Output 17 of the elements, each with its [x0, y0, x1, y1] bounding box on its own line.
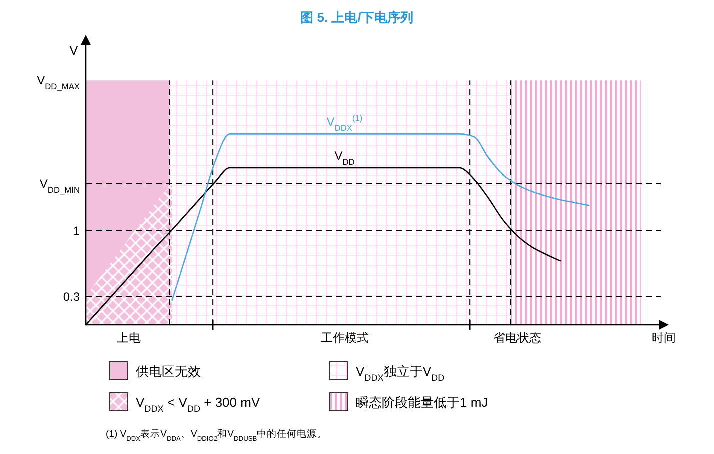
text: (1) V$_{DDX}$表示V$_{DDA}$、V$_{DDIO2}$和V$_{DDUSB}$中的任何电源。: [106, 429, 328, 442]
line-series: [172, 134, 590, 302]
x-tick-label: 省电状态: [493, 331, 542, 345]
y-tick-label: V$_{DD_MIN}$: [40, 177, 80, 195]
y-tick-label: 0.3: [63, 290, 80, 304]
text: 瞬态阶段能量低于1 mJ: [356, 395, 488, 410]
text: V$_{DDX}$独立于V$_{DD}$: [356, 364, 446, 383]
y-tick-label: 1: [73, 224, 80, 238]
series-label: V$_{DD}$: [334, 149, 355, 168]
x-tick-label: 工作模式: [320, 331, 369, 345]
x-axis-title: 时间: [652, 331, 676, 345]
legend-label: V$_{DDX}$ < V$_{DD}$ + 300 mV: [136, 395, 260, 414]
x-tick-label: 上电: [117, 331, 142, 345]
chart-title: 图 5. 上电/下电序列: [300, 10, 414, 25]
y-tick-label: V$_{DD_MAX}$: [37, 74, 80, 92]
text: 供电区无效: [136, 364, 201, 379]
y-axis-title: V: [70, 43, 79, 58]
